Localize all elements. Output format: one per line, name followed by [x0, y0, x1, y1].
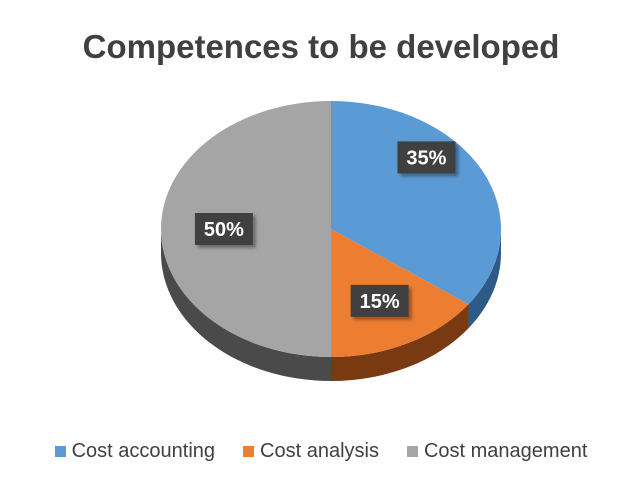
- svg-text:50%: 50%: [204, 219, 244, 241]
- data-label-cost-accounting: 35%: [397, 141, 456, 174]
- legend-swatch: [243, 446, 255, 457]
- data-label-cost-analysis: 15%: [350, 284, 409, 317]
- pie-side-cost-accounting: [468, 229, 501, 329]
- legend-item-cost-accounting: Cost accounting: [54, 440, 216, 463]
- legend-item-cost-analysis: Cost analysis: [243, 440, 379, 463]
- pie-side-cost-analysis: [331, 304, 469, 381]
- legend-label: Cost accounting: [71, 440, 216, 462]
- pie-sides: [161, 229, 501, 381]
- svg-text:15%: 15%: [360, 291, 400, 313]
- legend-label: Cost analysis: [260, 440, 379, 462]
- pie-slices: [161, 101, 501, 357]
- legend: Cost accounting Cost analysis Cost managem…: [0, 440, 642, 463]
- data-label-cost-management: 50%: [194, 213, 253, 245]
- pie-side-cost-management: [161, 229, 331, 381]
- pie-slice-cost-accounting: [331, 101, 501, 305]
- legend-item-cost-management: Cost management: [406, 440, 588, 463]
- legend-swatch: [406, 446, 418, 457]
- data-labels: 35% 15% 50%: [194, 141, 456, 317]
- legend-swatch: [54, 446, 66, 457]
- chart-title: Competences to be developed: [82, 28, 560, 65]
- svg-text:35%: 35%: [406, 147, 446, 169]
- legend-label: Cost management: [423, 440, 588, 462]
